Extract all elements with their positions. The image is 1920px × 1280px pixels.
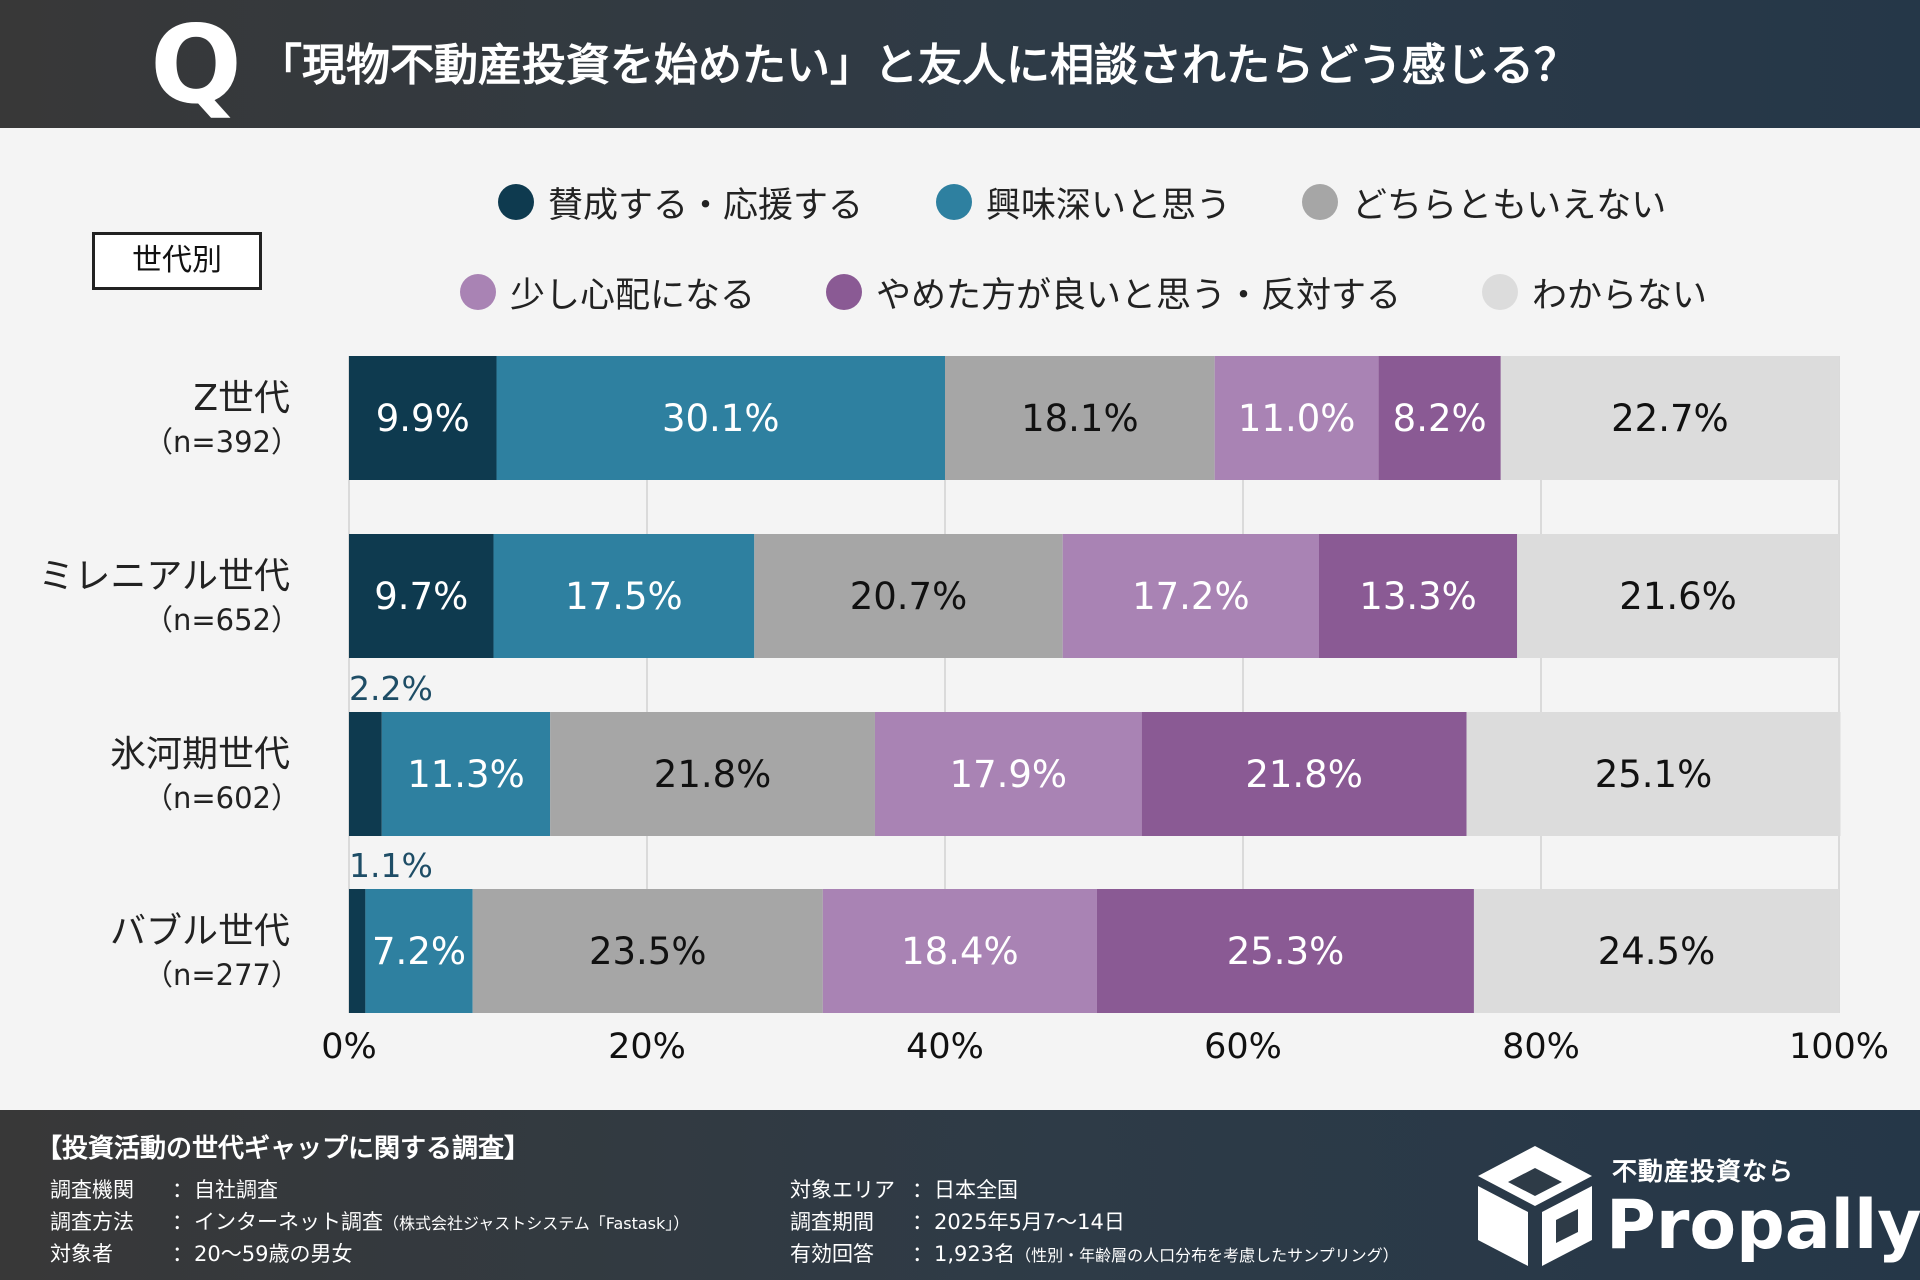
x-tick-label: 80% bbox=[1502, 1027, 1580, 1067]
bar-segment bbox=[365, 889, 473, 1013]
bar-segment bbox=[1141, 712, 1467, 836]
data-label: 30.1% bbox=[662, 397, 780, 440]
data-label: 21.8% bbox=[1245, 753, 1363, 796]
bar-segment bbox=[1500, 356, 1839, 480]
bar-segment bbox=[349, 534, 494, 658]
bar-segment bbox=[496, 356, 945, 480]
category-n-label: （n=602） bbox=[144, 781, 300, 815]
bar-segment bbox=[349, 712, 382, 836]
category-label: バブル世代 bbox=[110, 911, 290, 952]
data-label: 18.1% bbox=[1021, 397, 1139, 440]
footer: 【投資活動の世代ギャップに関する調査】 調査機関 ：自社調査 調査方法 ：インターネ… bbox=[0, 1110, 1920, 1280]
bar-segment bbox=[1214, 356, 1379, 480]
meta-row: 調査機関 ：自社調査 bbox=[50, 1178, 278, 1202]
bar-segment bbox=[754, 534, 1063, 658]
data-label: 9.9% bbox=[376, 397, 470, 440]
x-tick-label: 40% bbox=[906, 1027, 984, 1067]
meta-row: 有効回答 ：1,923名（性別・年齢層の人口分布を考慮したサンプリング） bbox=[790, 1242, 1399, 1266]
category-label: Z世代 bbox=[193, 378, 290, 419]
legend-label: 賛成する・応援する bbox=[548, 185, 864, 226]
data-label: 20.7% bbox=[850, 575, 968, 618]
data-label: 8.2% bbox=[1393, 397, 1487, 440]
meta-row: 対象者 ：20〜59歳の男女 bbox=[50, 1242, 353, 1266]
category-n-label: （n=277） bbox=[144, 958, 300, 992]
bar-segment bbox=[381, 712, 551, 836]
data-label: 17.5% bbox=[565, 575, 683, 618]
bar-segment bbox=[1062, 534, 1319, 658]
brand-tagline: 不動産投資なら bbox=[1612, 1157, 1795, 1186]
legend-swatch bbox=[1302, 184, 1338, 220]
legend-label: どちらともいえない bbox=[1352, 185, 1667, 226]
data-label: 25.3% bbox=[1227, 930, 1345, 973]
meta-row: 調査期間 ：2025年5月7〜14日 bbox=[790, 1210, 1125, 1234]
data-label: 21.6% bbox=[1619, 575, 1737, 618]
legend-label: 少し心配になる bbox=[510, 275, 756, 316]
bar-segment bbox=[1378, 356, 1501, 480]
data-label: 7.2% bbox=[372, 930, 466, 973]
legend-item: 少し心配になる bbox=[460, 268, 755, 316]
bar-segment bbox=[1517, 534, 1839, 658]
bar-segment bbox=[1096, 889, 1474, 1013]
bar-segment bbox=[1473, 889, 1839, 1013]
data-label: 17.9% bbox=[950, 753, 1068, 796]
bar-segment bbox=[493, 534, 755, 658]
header-bar: Q 「現物不動産投資を始めたい」と友人に相談されたらどう感じる？ bbox=[0, 0, 1920, 128]
meta-row: 調査方法 ：インターネット調査（株式会社ジャストシステム「Fastask」） bbox=[50, 1210, 690, 1234]
legend-label: 興味深いと思う bbox=[986, 185, 1232, 226]
legend-item: やめた方が良いと思う・反対する bbox=[826, 268, 1401, 316]
legend-label: わからない bbox=[1532, 275, 1708, 316]
x-tick-label: 0% bbox=[321, 1027, 377, 1067]
bar-segment bbox=[874, 712, 1142, 836]
meta-row: 対象エリア ：日本全国 bbox=[790, 1178, 1018, 1202]
bar-segment bbox=[472, 889, 823, 1013]
x-tick-label: 20% bbox=[608, 1027, 686, 1067]
data-label: 11.3% bbox=[407, 753, 525, 796]
data-label: 21.8% bbox=[654, 753, 772, 796]
x-tick-label: 60% bbox=[1204, 1027, 1282, 1067]
legend-item: 興味深いと思う bbox=[936, 178, 1231, 226]
data-label: 22.7% bbox=[1611, 397, 1729, 440]
bar-segment bbox=[349, 356, 497, 480]
box-logo-icon bbox=[1478, 1146, 1592, 1266]
bar-segment bbox=[349, 889, 366, 1013]
bar-segment bbox=[1466, 712, 1841, 836]
question-mark-logo: Q bbox=[150, 3, 242, 128]
category-label: 氷河期世代 bbox=[110, 734, 290, 775]
category-n-label: （n=652） bbox=[144, 603, 300, 637]
legend-label: やめた方が良いと思う・反対する bbox=[876, 275, 1402, 316]
legend-swatch bbox=[826, 274, 862, 310]
brand-name: Propally bbox=[1606, 1186, 1920, 1265]
bar-segment bbox=[1318, 534, 1518, 658]
legend-item: どちらともいえない bbox=[1302, 178, 1666, 226]
legend-item: 賛成する・応援する bbox=[498, 178, 863, 226]
category-label: ミレニアル世代 bbox=[38, 556, 290, 597]
data-label: 9.7% bbox=[374, 575, 468, 618]
bar-segment bbox=[822, 889, 1097, 1013]
group-label: 世代別 bbox=[92, 232, 262, 290]
bar-segment bbox=[945, 356, 1215, 480]
bar-segment bbox=[550, 712, 875, 836]
legend-swatch bbox=[936, 184, 972, 220]
data-label: 18.4% bbox=[901, 930, 1019, 973]
data-label: 13.3% bbox=[1359, 575, 1477, 618]
data-label: 25.1% bbox=[1595, 753, 1713, 796]
page-title: 「現物不動産投資を始めたい」と友人に相談されたらどう感じる？ bbox=[258, 40, 1578, 91]
legend-swatch bbox=[1482, 274, 1518, 310]
category-n-label: （n=392） bbox=[144, 425, 300, 459]
data-label: 24.5% bbox=[1598, 930, 1716, 973]
legend-swatch bbox=[498, 184, 534, 220]
stacked-bar-chart: 9.9% 30.1% 18.1% 11.0% 8.2% 22.7% Z世代 （n=392） 9.… bbox=[38, 356, 1889, 1067]
data-label: 2.2% bbox=[349, 669, 433, 708]
data-label: 1.1% bbox=[349, 846, 433, 885]
data-label: 17.2% bbox=[1132, 575, 1250, 618]
legend-swatch bbox=[460, 274, 496, 310]
legend-item: わからない bbox=[1482, 268, 1707, 316]
data-label: 11.0% bbox=[1238, 397, 1356, 440]
data-label: 23.5% bbox=[589, 930, 707, 973]
x-tick-label: 100% bbox=[1789, 1027, 1889, 1067]
survey-title: 【投資活動の世代ギャップに関する調査】 bbox=[36, 1134, 531, 1164]
